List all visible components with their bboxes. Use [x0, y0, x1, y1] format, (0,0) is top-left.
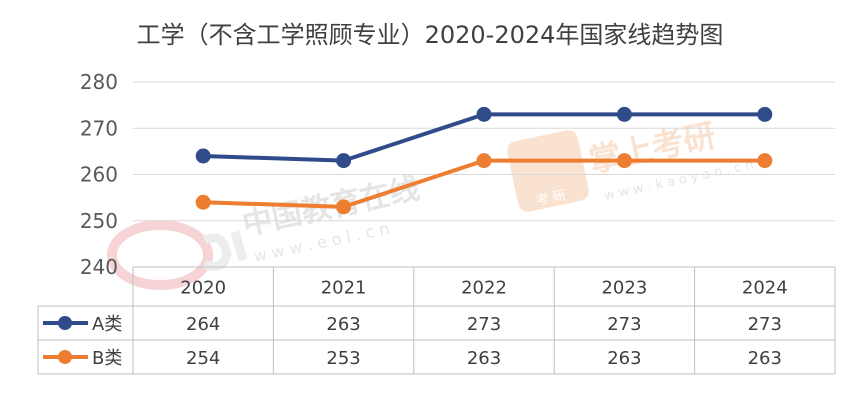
x-category-label: 2020: [180, 278, 226, 299]
legend-entry: A类: [43, 314, 122, 335]
x-category-label: 2023: [601, 278, 647, 299]
data-point: [757, 106, 773, 122]
data-point: [195, 194, 211, 210]
table-cell-value: 264: [186, 314, 220, 335]
y-tick-label: 260: [80, 163, 118, 187]
table-cell-value: 273: [748, 314, 782, 335]
y-tick-label: 270: [80, 116, 118, 140]
y-tick-label: 240: [80, 255, 118, 279]
data-point: [757, 153, 773, 169]
table-cell-value: 254: [186, 348, 220, 369]
x-category-label: 2024: [742, 278, 788, 299]
table-cell-value: 263: [326, 314, 360, 335]
data-point: [476, 106, 492, 122]
legend-marker-key: [58, 350, 72, 364]
data-point: [616, 153, 632, 169]
table-cell-value: 273: [467, 314, 501, 335]
table-cell-value: 263: [748, 348, 782, 369]
eol-logo-mark: [107, 220, 248, 290]
chart-title: 工学（不含工学照顾专业）2020-2024年国家线趋势图: [137, 21, 724, 49]
x-category-label: 2022: [461, 278, 507, 299]
data-point: [616, 106, 632, 122]
gridlines: [133, 81, 835, 222]
data-point: [336, 199, 352, 215]
table-cell-value: 273: [607, 314, 641, 335]
zs-badge-text: 考 研: [535, 188, 568, 209]
y-axis-tick-labels: 240 250 260 270 280: [80, 70, 118, 279]
legend-marker-key: [58, 316, 72, 330]
legend-label: A类: [92, 314, 122, 335]
data-point: [476, 153, 492, 169]
data-table: 2020 2021 2022 2023 2024 A类 264 263 273 273 273 B类 2…: [37, 266, 836, 375]
table-cell-value: 263: [607, 348, 641, 369]
y-tick-label: 280: [80, 70, 118, 94]
legend-label: B类: [92, 348, 122, 369]
series-lines: [195, 106, 773, 215]
table-cell-value: 263: [467, 348, 501, 369]
zs-logo-badge: 考 研: [507, 130, 589, 212]
table-cell-value: 253: [326, 348, 360, 369]
y-tick-label: 250: [80, 209, 118, 233]
x-category-label: 2021: [321, 278, 367, 299]
data-point: [195, 148, 211, 164]
legend-entry: B类: [43, 348, 122, 369]
data-point: [336, 153, 352, 169]
